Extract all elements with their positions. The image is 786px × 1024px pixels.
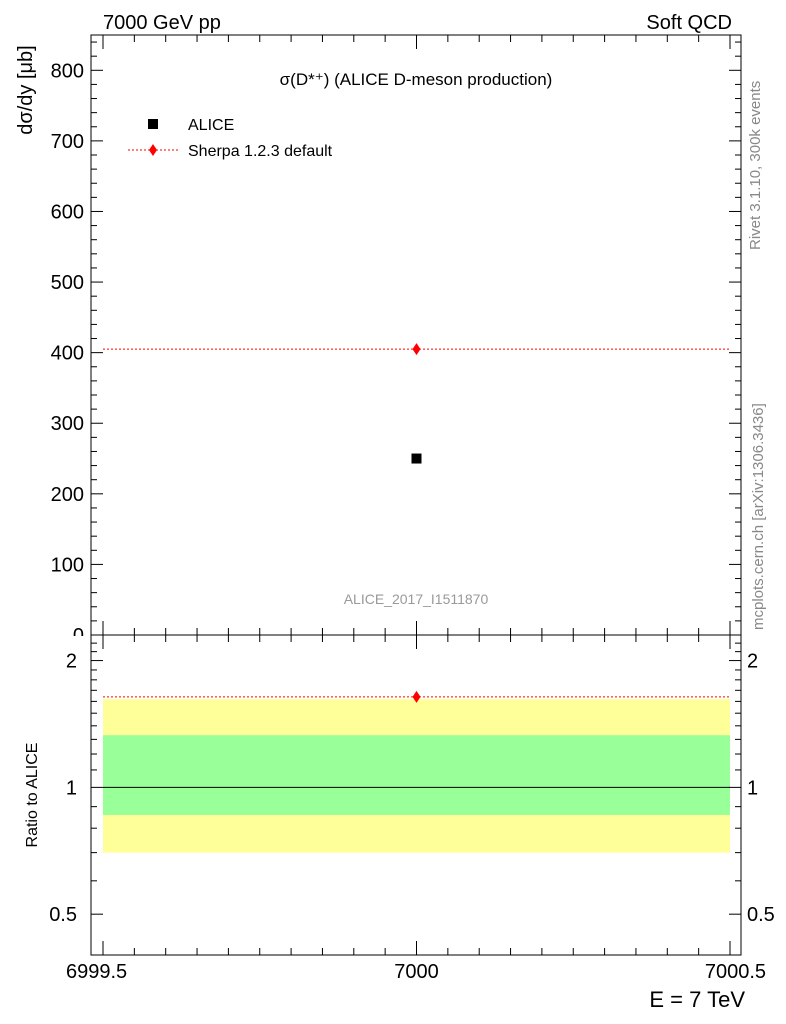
ratio-y-tick-label-right: 1 [747, 777, 758, 799]
zero-label-mask [40, 636, 90, 648]
main-panel: 1002003004005006007008000 σ(D*⁺) (ALICE … [15, 34, 742, 648]
header-left: 7000 GeV pp [103, 12, 221, 34]
ratio-y-tick-label-left: 2 [66, 651, 77, 673]
y-axis-label-ratio: Ratio to ALICE [24, 743, 41, 848]
header-right: Soft QCD [646, 12, 732, 34]
ratio-band-inner [103, 735, 730, 815]
x-tick-label: 7000.5 [705, 961, 766, 983]
y-tick-label: 800 [51, 60, 84, 82]
legend-label-sherpa: Sherpa 1.2.3 default [188, 143, 333, 160]
y-tick-label: 200 [51, 484, 84, 506]
ratio-sherpa-point [412, 690, 421, 703]
analysis-id: ALICE_2017_I1511870 [344, 591, 489, 607]
y-axis-label-main: dσ/dy [μb] [15, 45, 37, 134]
sherpa-point [412, 343, 421, 356]
y-tick-label: 300 [51, 413, 84, 435]
ratio-y-tick-label-right: 2 [747, 651, 758, 673]
ratio-y-tick-label-left: 1 [66, 777, 77, 799]
mcplots-label: mcplots.cern.ch [arXiv:1306.3436] [750, 403, 767, 630]
y-tick-label: 500 [51, 272, 84, 294]
y-tick-label: 700 [51, 131, 84, 153]
alice-point [411, 453, 422, 464]
y-tick-label: 600 [51, 201, 84, 223]
y-tick-label: 100 [51, 554, 84, 576]
legend: ALICE Sherpa 1.2.3 default [128, 117, 333, 160]
legend-marker-sherpa [149, 144, 157, 156]
plot-title: σ(D*⁺) (ALICE D-meson production) [280, 70, 553, 89]
rivet-label: Rivet 3.1.10, 300k events [747, 81, 764, 250]
y-tick-label: 400 [51, 343, 84, 365]
ratio-y-tick-label-right: 0.5 [747, 904, 775, 926]
x-axis-label: E = 7 TeV [649, 987, 745, 1012]
ratio-y-tick-label-left: 0.5 [49, 904, 77, 926]
legend-marker-alice [148, 119, 158, 129]
x-tick-label: 6999.5 [66, 961, 127, 983]
x-tick-label: 7000 [394, 961, 439, 983]
ratio-panel: 0.5 0.5 1 1 2 2 Ratio to ALICE [24, 634, 775, 956]
legend-label-alice: ALICE [188, 117, 234, 134]
